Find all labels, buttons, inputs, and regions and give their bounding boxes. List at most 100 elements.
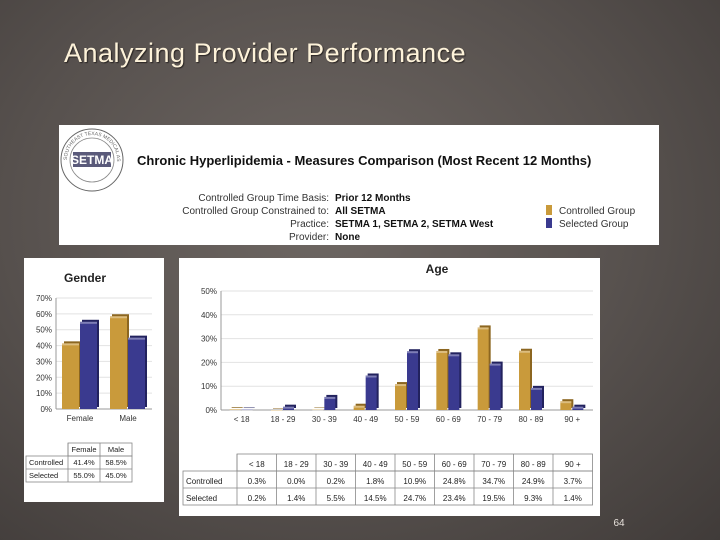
data-table: < 18 18 - 29 30 - 39 40 - 49 50 - 59 60 - 69 7…: [182, 453, 593, 506]
criteria-value: None: [335, 232, 360, 243]
table-header-cell: 40 - 49: [363, 460, 388, 469]
x-tick-label: 40 - 49: [353, 415, 378, 424]
bar-selected-highlight: [283, 406, 294, 409]
table-cell: 0.2%: [248, 494, 266, 503]
x-tick-label: Female: [67, 414, 94, 423]
legend-swatch: [546, 205, 552, 215]
table-header-cell: 60 - 69: [442, 460, 467, 469]
bar-controlled-highlight: [560, 401, 572, 404]
bar-selected-shade: [285, 404, 296, 408]
bar-controlled: [560, 401, 572, 410]
bar-selected: [128, 337, 145, 409]
bar-controlled-highlight: [353, 405, 365, 408]
bar-selected-highlight: [531, 387, 542, 390]
bar-selected: [407, 351, 418, 410]
table-header-cell: Female: [71, 445, 96, 454]
bar-selected-highlight: [324, 396, 336, 399]
table-cell: 14.5%: [364, 494, 387, 503]
x-tick-label: 90 +: [564, 415, 580, 424]
table-cell: 10.9%: [403, 477, 426, 486]
x-tick-label: 80 - 89: [519, 415, 544, 424]
bar-controlled: [110, 316, 127, 409]
y-tick-label: 30%: [201, 335, 217, 344]
page-number: 64: [613, 518, 625, 529]
bar-group: [229, 407, 255, 412]
table-cell: 1.4%: [564, 494, 582, 503]
bar-controlled-highlight: [477, 327, 489, 330]
table-cell: 34.7%: [482, 477, 505, 486]
bar-controlled-highlight: [110, 316, 127, 319]
bar-controlled: [62, 343, 79, 409]
bar-group: [560, 399, 586, 410]
table-cell: 1.8%: [366, 477, 384, 486]
bar-selected: [572, 406, 584, 410]
bar-controlled-highlight: [436, 350, 448, 353]
table-header-cell: 50 - 59: [402, 460, 427, 469]
table-header-cell: Male: [108, 445, 124, 454]
bar-group: [62, 319, 99, 409]
y-tick-label: 50%: [201, 287, 217, 296]
criteria-value: Prior 12 Months: [335, 193, 411, 204]
bar-group: [477, 325, 503, 410]
bar-controlled-highlight: [271, 410, 282, 412]
report-title: Chronic Hyperlipidemia - Measures Compar…: [137, 153, 591, 168]
bar-selected: [80, 321, 97, 409]
table-cell: 0.3%: [248, 477, 266, 486]
table-cell: 3.7%: [564, 477, 582, 486]
y-tick-label: 70%: [36, 294, 52, 303]
table-cell: 5.5%: [327, 494, 345, 503]
bar-controlled-highlight: [312, 409, 324, 412]
y-tick-label: 0%: [205, 406, 217, 415]
report-header-panel: SOUTHEAST TEXAS MEDICAL ASSOCIATES SETMA…: [57, 121, 659, 245]
table-row-label: Controlled: [186, 477, 222, 486]
age-chart: Age 0% 10% 20% 30% 40% 50% < 18 18 - 29 30 - 39 40…: [182, 262, 593, 506]
bar-selected-shade: [243, 407, 255, 409]
table-cell: 24.8%: [443, 477, 466, 486]
chart-title: Gender: [64, 271, 106, 285]
y-tick-label: 30%: [36, 357, 52, 366]
x-tick-label: 18 - 29: [271, 415, 296, 424]
table-row-label: Controlled: [29, 458, 63, 467]
bar-controlled-shade: [314, 407, 326, 409]
bar-controlled: [229, 409, 241, 410]
table-row-label: Selected: [29, 471, 58, 480]
bar-controlled-shade: [273, 408, 284, 409]
table-header-cell: 70 - 79: [481, 460, 506, 469]
table-header-cell: 30 - 39: [323, 460, 348, 469]
table-cell: 55.0%: [73, 471, 95, 480]
bar-controlled-highlight: [519, 350, 530, 353]
criteria-value: SETMA 1, SETMA 2, SETMA West: [335, 219, 494, 230]
criteria-value: All SETMA: [335, 206, 386, 217]
report-header: SOUTHEAST TEXAS MEDICAL ASSOCIATES SETMA…: [57, 121, 636, 243]
table-cell: 0.2%: [327, 477, 345, 486]
bar-selected: [448, 354, 460, 410]
bar-selected-highlight: [489, 363, 501, 366]
bar-controlled-highlight: [62, 343, 79, 346]
table-cell: 19.5%: [482, 494, 505, 503]
criteria-label: Provider:: [289, 232, 329, 243]
legend-label: Controlled Group: [559, 206, 636, 217]
y-tick-label: 20%: [36, 373, 52, 382]
slide-title: Analyzing Provider Performance: [64, 38, 467, 68]
table-cell: 9.3%: [524, 494, 542, 503]
bar-controlled-highlight: [395, 384, 406, 387]
gender-panel: Gender 0% 10% 20% 30% 40% 50% 60% 70% Female Male F…: [24, 258, 164, 502]
x-tick-label: 70 - 79: [477, 415, 502, 424]
bar-controlled: [519, 350, 530, 410]
bar-selected-highlight: [572, 406, 584, 409]
bar-group: [395, 349, 420, 410]
bar-controlled: [395, 384, 406, 410]
bar-controlled: [271, 410, 282, 411]
data-table: Female Male Controlled 41.4% 58.5% Selected 55…: [25, 442, 133, 483]
criteria-list: Controlled Group Time Basis: Prior 12 Mon…: [182, 193, 494, 243]
table-header-cell: 80 - 89: [521, 460, 546, 469]
bar-selected-highlight: [241, 409, 253, 412]
bar-group: [271, 404, 296, 412]
bar-selected: [489, 363, 501, 410]
bar-group: [110, 314, 147, 409]
y-tick-label: 10%: [201, 382, 217, 391]
bar-controlled-shade: [231, 407, 243, 408]
criteria-label: Practice:: [290, 219, 329, 230]
x-tick-label: < 18: [234, 415, 250, 424]
